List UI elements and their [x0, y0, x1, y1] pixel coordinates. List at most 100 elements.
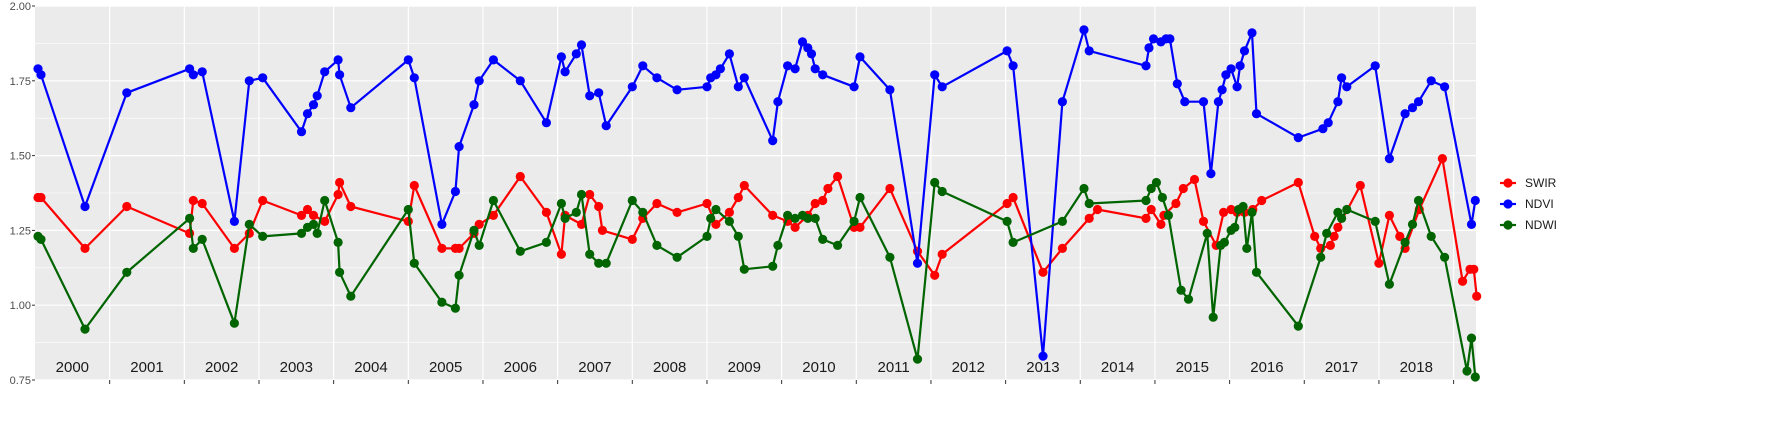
data-point-ndvi — [1180, 97, 1190, 107]
data-point-ndvi — [1333, 97, 1343, 107]
data-point-swir — [1002, 198, 1012, 209]
data-point-swir — [1472, 291, 1482, 301]
data-point-ndwi — [1208, 312, 1218, 322]
data-point-ndvi — [576, 40, 587, 50]
data-point-ndwi — [1247, 207, 1257, 217]
data-point-swir — [597, 225, 608, 235]
data-point-ndwi — [1470, 372, 1480, 382]
data-point-swir — [937, 249, 947, 259]
data-point-ndwi — [296, 228, 307, 238]
data-point-ndvi — [308, 100, 319, 110]
data-point-swir — [302, 204, 313, 215]
data-point-ndvi — [1251, 109, 1262, 119]
data-point-ndwi — [1219, 237, 1229, 247]
data-point-swir — [1189, 174, 1200, 185]
year-label: 2017 — [1325, 359, 1358, 376]
data-point-ndvi — [302, 109, 313, 119]
data-point-ndvi — [409, 73, 419, 83]
data-point-ndwi — [601, 258, 611, 268]
data-point-ndvi — [437, 219, 447, 229]
data-point-swir — [1178, 183, 1188, 194]
data-point-ndwi — [711, 204, 721, 215]
series-layer — [33, 25, 1482, 382]
data-point-ndvi — [1235, 61, 1245, 71]
data-point-ndwi — [560, 213, 570, 223]
y-tick-label: 0.75 — [10, 375, 31, 387]
data-point-swir — [1310, 231, 1320, 241]
data-point-ndvi — [1370, 61, 1380, 71]
data-point-ndvi — [560, 67, 570, 77]
data-point-ndvi — [403, 55, 413, 65]
data-point-ndvi — [806, 49, 817, 59]
data-point-ndwi — [702, 231, 712, 241]
year-label: 2009 — [728, 359, 761, 376]
series-ndvi — [33, 25, 1480, 361]
data-point-ndvi — [715, 64, 726, 74]
year-label: 2014 — [1101, 359, 1134, 376]
data-point-swir — [1141, 213, 1151, 223]
data-point-ndwi — [1157, 192, 1167, 203]
data-point-ndwi — [1337, 213, 1347, 223]
data-point-ndvi — [335, 70, 345, 80]
data-point-swir — [733, 192, 743, 203]
data-point-ndvi — [1213, 97, 1223, 107]
data-point-ndvi — [188, 70, 198, 80]
data-point-ndvi — [585, 91, 595, 101]
legend-item-ndvi: NDVI — [1500, 197, 1554, 211]
legend-label: NDWI — [1525, 218, 1557, 232]
data-point-ndvi — [1057, 97, 1067, 107]
data-point-ndwi — [912, 354, 923, 364]
data-point-swir — [1325, 240, 1335, 250]
data-point-ndvi — [312, 91, 322, 101]
data-point-ndwi — [937, 186, 947, 197]
data-point-ndwi — [469, 225, 479, 235]
data-point-ndvi — [296, 127, 307, 137]
data-point-ndwi — [594, 258, 604, 268]
year-label: 2012 — [952, 359, 985, 376]
data-point-ndvi — [1337, 73, 1347, 83]
data-point-ndvi — [1008, 61, 1018, 71]
data-point-swir — [122, 201, 132, 212]
data-point-ndvi — [1342, 82, 1352, 92]
data-point-ndwi — [36, 234, 46, 244]
data-point-swir — [1374, 258, 1384, 268]
data-point-swir — [1171, 198, 1181, 209]
data-point-ndvi — [515, 76, 525, 86]
data-point-swir — [1333, 222, 1343, 232]
data-point-ndwi — [1057, 216, 1067, 226]
data-point-ndwi — [1230, 222, 1240, 232]
data-point-ndvi — [571, 49, 581, 59]
data-point-ndwi — [229, 318, 239, 328]
data-point-swir — [197, 198, 207, 209]
data-point-ndvi — [1038, 351, 1048, 361]
data-point-ndvi — [1172, 79, 1182, 89]
data-point-swir — [576, 219, 587, 229]
data-point-ndvi — [739, 73, 749, 83]
data-point-swir — [1384, 210, 1394, 220]
legend-item-swir: SWIR — [1500, 176, 1557, 190]
data-point-swir — [488, 210, 498, 220]
data-point-swir — [188, 195, 198, 206]
data-point-ndvi — [1148, 34, 1159, 44]
data-point-ndvi — [594, 88, 604, 98]
data-point-ndvi — [197, 67, 207, 77]
data-point-swir — [711, 219, 721, 229]
data-point-ndwi — [768, 261, 778, 271]
data-point-ndvi — [1400, 109, 1410, 119]
series-ndwi — [33, 177, 1480, 382]
data-point-ndvi — [1217, 85, 1227, 95]
data-point-swir — [454, 243, 464, 253]
data-point-ndvi — [783, 61, 793, 71]
year-label: 2004 — [354, 359, 387, 376]
data-point-swir — [1092, 204, 1103, 215]
data-point-ndvi — [1407, 103, 1418, 113]
data-point-ndwi — [122, 267, 132, 277]
data-point-ndvi — [474, 76, 484, 86]
legend-key-point — [1503, 178, 1513, 188]
data-point-ndvi — [1232, 82, 1242, 92]
data-point-swir — [1219, 207, 1229, 217]
data-point-swir — [833, 171, 843, 182]
data-point-ndwi — [474, 240, 484, 250]
data-point-ndwi — [80, 324, 90, 334]
